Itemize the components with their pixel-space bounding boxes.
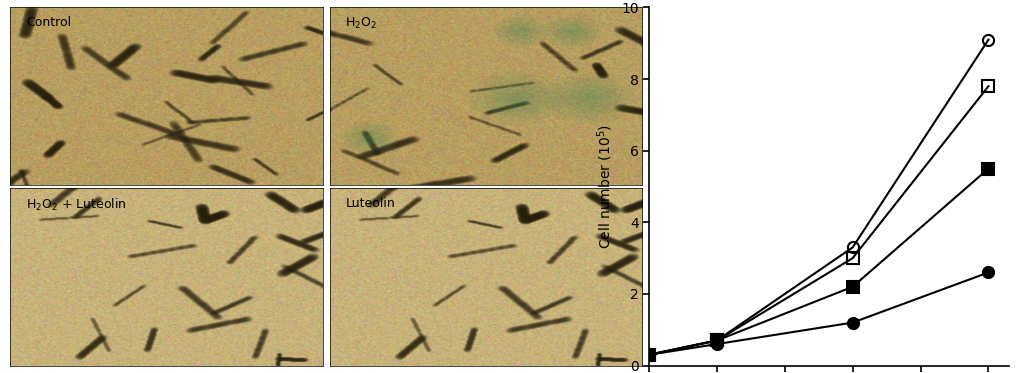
H2O2	[982, 270, 995, 275]
Control	[847, 245, 859, 250]
Line: H2O2: H2O2	[643, 267, 994, 360]
Control	[982, 37, 995, 42]
H2O2	[643, 352, 655, 357]
Control	[643, 352, 655, 357]
H2O2 + Luteolin	[711, 338, 723, 343]
H2O2 + Luteolin	[643, 352, 655, 357]
Luteolin	[982, 84, 995, 88]
Text: H$_2$O$_2$: H$_2$O$_2$	[345, 16, 377, 31]
Text: Control: Control	[25, 16, 71, 29]
Luteolin	[711, 338, 723, 343]
Control	[711, 338, 723, 343]
Text: Luteolin: Luteolin	[345, 197, 395, 210]
Line: Control: Control	[643, 34, 994, 360]
Line: H2O2 + Luteolin: H2O2 + Luteolin	[643, 163, 994, 360]
Luteolin	[643, 352, 655, 357]
Luteolin	[847, 256, 859, 260]
H2O2 + Luteolin	[847, 285, 859, 289]
H2O2	[711, 342, 723, 346]
H2O2 + Luteolin	[982, 166, 995, 171]
Y-axis label: Cell number (10$^5$): Cell number (10$^5$)	[596, 124, 615, 249]
Line: Luteolin: Luteolin	[643, 81, 994, 360]
H2O2	[847, 320, 859, 325]
Text: H$_2$O$_2$ + Luteolin: H$_2$O$_2$ + Luteolin	[25, 197, 126, 213]
